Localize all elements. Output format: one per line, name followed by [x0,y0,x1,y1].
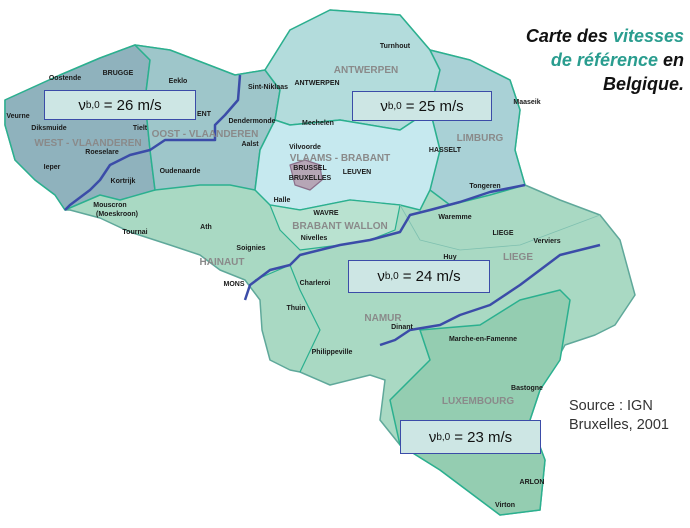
city-label: LEUVEN [343,169,371,176]
zone-value: = 24 m/s [402,268,461,285]
zone-subscript: b,0 [384,271,399,282]
city-label: Veurne [6,113,29,120]
zone-subscript: b,0 [387,100,402,112]
province-label: NAMUR [364,313,402,324]
province-west-vlaanderen [4,44,156,211]
province-label: ANTWERPEN [334,65,398,76]
title-text: Carte des [525,26,613,46]
province-limburg [429,49,526,206]
province-label: HAINAUT [200,257,245,268]
city-label: BRUSSEL [293,165,327,172]
city-label: Tielt [133,125,148,132]
title-accent: vitesses [612,26,684,46]
city-label: Waremme [438,214,471,221]
zone-symbol: ν [377,268,385,285]
city-label: Oostende [49,75,81,82]
province-label: LIEGE [503,252,533,263]
city-label: Tournai [122,229,147,236]
province-label: LIMBURG [457,133,504,144]
province-label: BRABANT WALLON [292,221,388,232]
city-label: Ieper [44,164,61,171]
city-label: Philippeville [312,349,353,356]
zone-label-26: ν b,0 = 26 m/s [44,90,196,120]
city-label: ARLON [520,479,545,486]
source-line: Source : IGN [569,398,653,414]
city-label: HASSELT [429,147,462,154]
city-label: Halle [274,197,291,204]
title-accent: de référence [550,50,658,70]
zone-value: = 23 m/s [454,428,513,446]
city-label: Dendermonde [228,118,275,125]
title-text: en [657,50,684,70]
zone-label-25: ν b,0 = 25 m/s [352,91,492,121]
city-label: Tongeren [469,183,500,190]
source-line: Bruxelles, 2001 [569,417,669,433]
city-label: Verviers [533,238,560,245]
map-title: Carte des vitesses de référence en Belgi… [526,24,684,96]
zone-subscript: b,0 [436,431,451,443]
city-label: Mouscron [93,202,126,209]
zone-label-24: ν b,0 = 24 m/s [348,260,490,293]
zone-symbol: ν [380,97,388,115]
city-label: Mechelen [302,120,334,127]
city-label: Ath [200,224,212,231]
region-brussel [289,159,323,191]
province-label: WEST - VLAANDEREN [34,138,141,149]
city-label: Maaseik [513,99,540,106]
city-label: Vilvoorde [289,144,321,151]
city-label: WAVRE [313,210,338,217]
city-label: Sint-Niklaas [248,84,288,91]
city-label: MONS [224,281,245,288]
regions [4,9,636,516]
city-label: Kortrijk [111,178,136,185]
city-label: Charleroi [300,280,331,287]
city-label: Nivelles [301,235,328,242]
zone-symbol: ν [428,428,437,446]
city-label: BRUGGE [103,70,134,77]
city-label: (Moeskroon) [96,211,138,218]
province-label: VLAAMS - BRABANT [290,153,391,164]
city-label: Bastogne [511,385,543,392]
province-border [254,264,321,373]
city-label: Oudenaarde [160,168,201,175]
city-label: Dinant [391,324,413,331]
zone-boundaries [64,74,601,347]
city-label: Marche-en-Famenne [449,336,517,343]
city-label: ENT [197,111,212,118]
zone-boundary-26 [64,74,242,211]
city-label: ANTWERPEN [294,80,339,87]
zone-value: = 26 m/s [103,96,162,114]
zone-symbol: ν [78,96,86,114]
city-label: BRUXELLES [289,175,332,182]
province-border [399,204,601,251]
city-label: Virton [495,502,515,509]
zone-value: = 25 m/s [405,97,464,115]
title-text: Belgique. [602,74,684,94]
city-label: LIEGE [492,230,513,237]
map-labels: WEST - VLAANDEREN OOST - VLAANDEREN ANTWER… [6,43,560,509]
zone-subscript: b,0 [85,99,100,111]
city-label: Thuin [286,305,305,312]
city-label: Roeselare [85,149,119,156]
zone-label-23: ν b,0 = 23 m/s [400,420,541,454]
city-label: Diksmuide [31,125,67,132]
city-label: Huy [443,254,456,261]
zone-boundary-25 [243,183,526,301]
source-note: Source : IGN Bruxelles, 2001 [569,397,669,435]
province-luxembourg [389,289,571,516]
city-label: Turnhout [380,43,411,50]
zone-boundary-24 [379,243,601,347]
city-label: Eeklo [169,78,188,85]
province-label: OOST - VLAANDEREN [152,129,259,140]
province-label: LUXEMBOURG [442,396,514,407]
city-label: Aalst [241,141,259,148]
province-brabant-wallon [269,199,401,251]
city-label: Soignies [236,245,265,252]
